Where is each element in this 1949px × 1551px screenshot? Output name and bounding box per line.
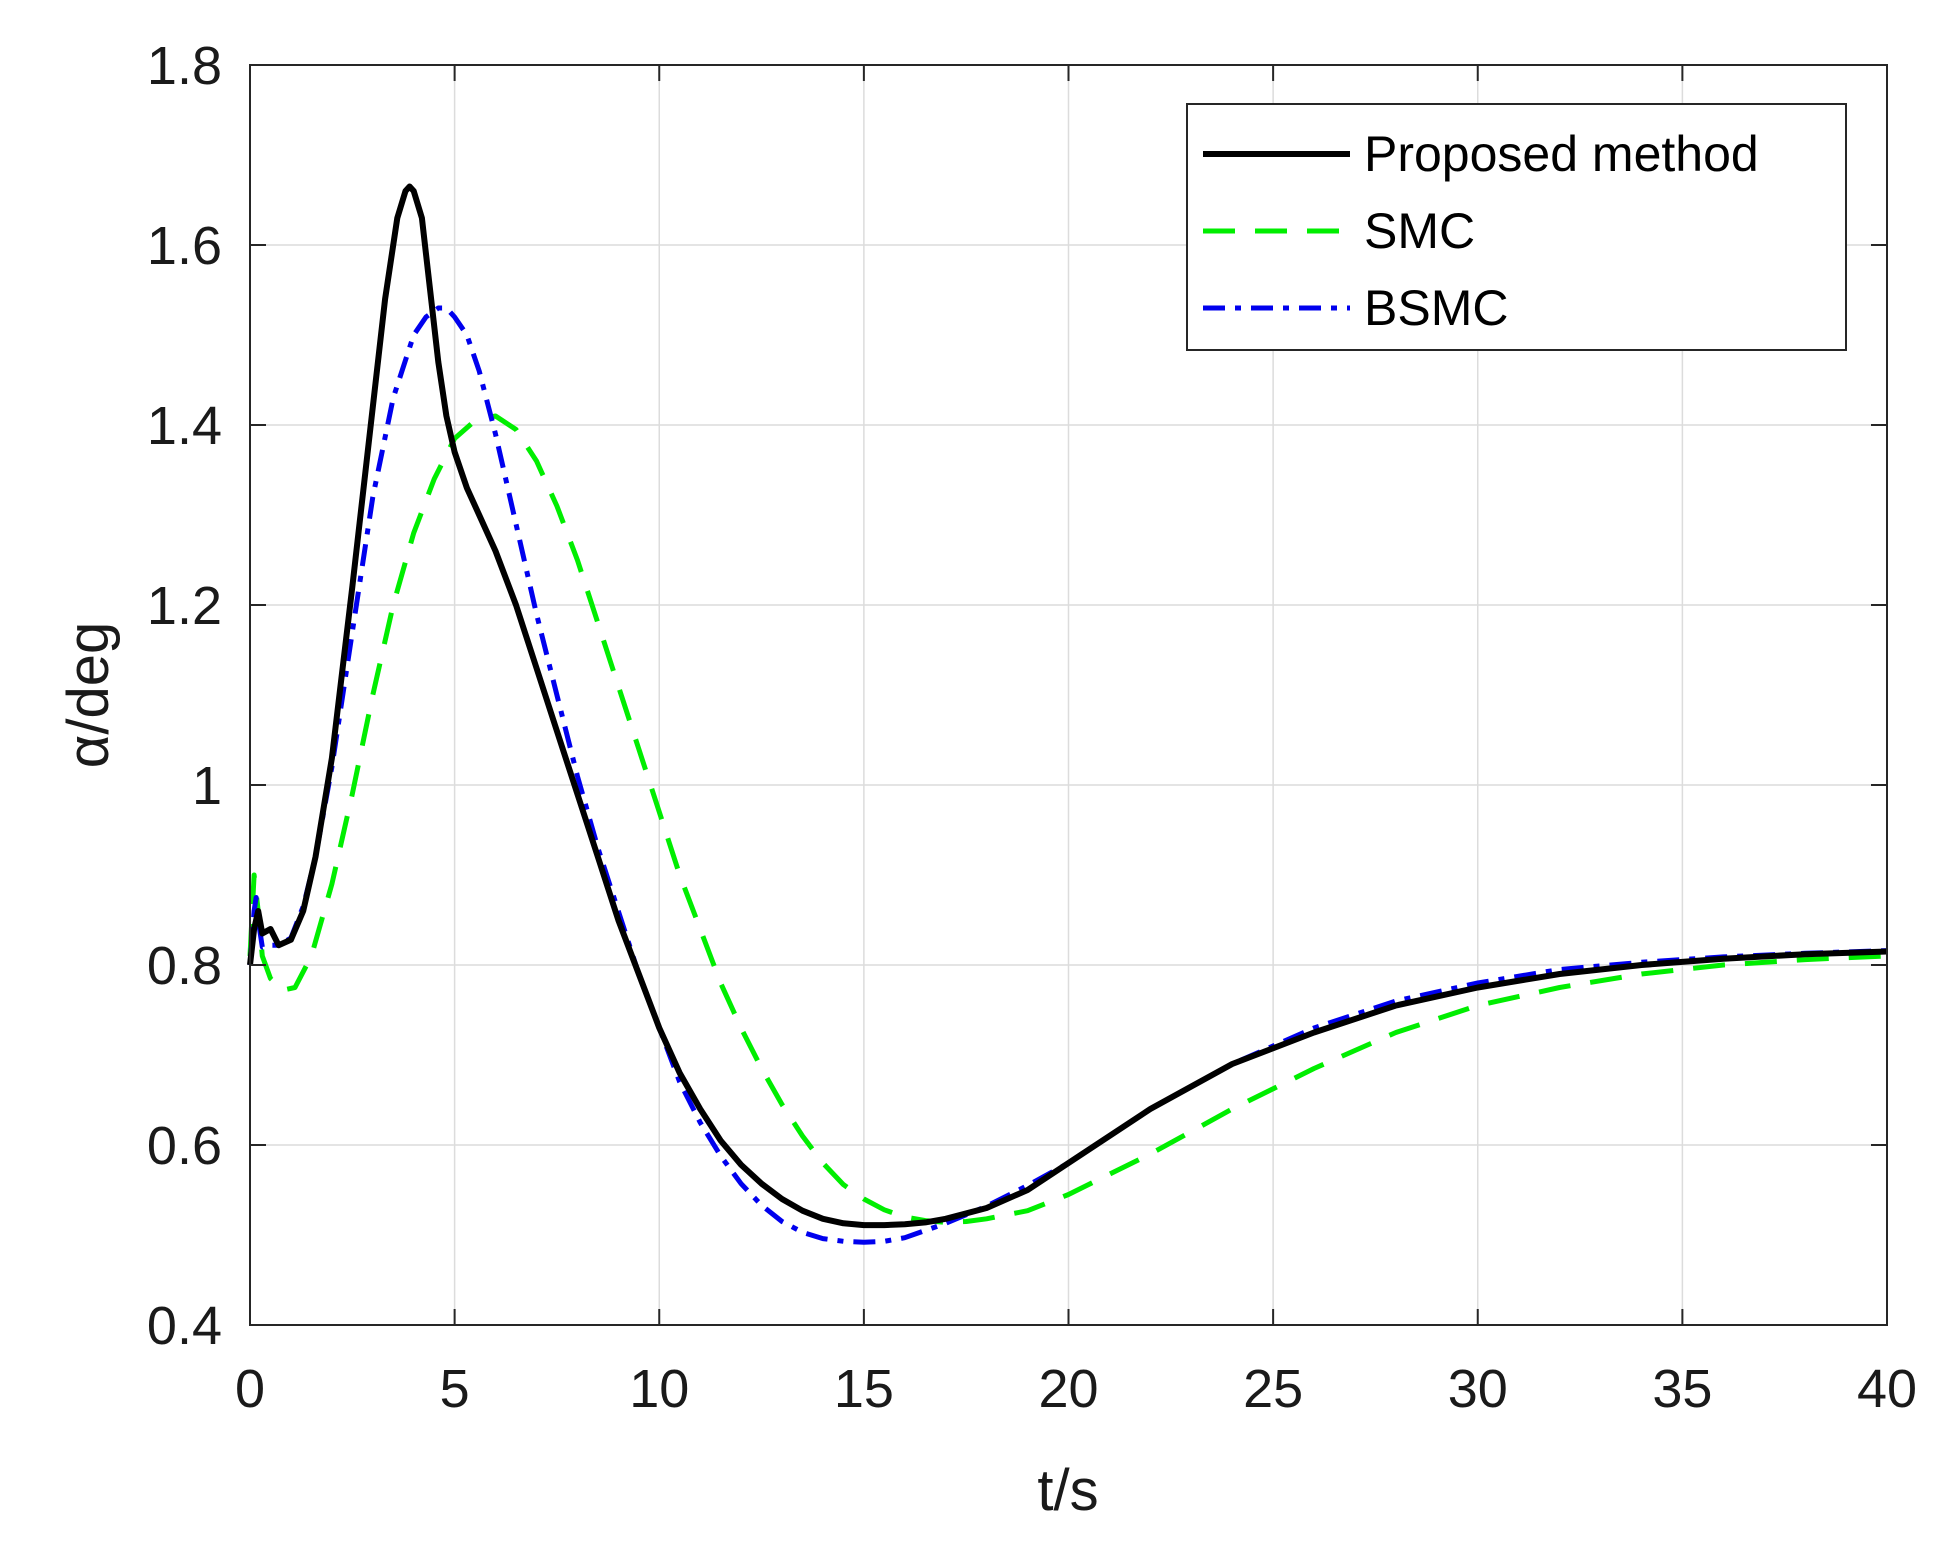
x-tick-label: 15 — [834, 1359, 894, 1419]
x-tick-label: 25 — [1243, 1359, 1303, 1419]
series-layer — [247, 183, 1888, 1245]
x-tick-label: 5 — [440, 1359, 470, 1419]
y-tick-label: 0.4 — [147, 1296, 222, 1356]
series-line-proposed-method — [247, 183, 1888, 1229]
x-tick-label: 20 — [1038, 1359, 1098, 1419]
y-axis-label: α/deg — [56, 622, 121, 768]
x-tick-label: 30 — [1448, 1359, 1508, 1419]
y-tick-label: 1.6 — [147, 216, 222, 276]
x-axis-label: t/s — [1037, 1458, 1098, 1523]
tick-marks — [249, 64, 1888, 1326]
series-line-smc — [247, 413, 1888, 1225]
y-tick-label: 1.8 — [147, 36, 222, 96]
y-tick-label: 1.4 — [147, 396, 222, 456]
y-tick-label: 1.2 — [147, 576, 222, 636]
x-tick-label: 35 — [1652, 1359, 1712, 1419]
legend-label-bsmc: BSMC — [1364, 280, 1508, 336]
legend: Proposed method SMC BSMC — [1186, 103, 1847, 351]
y-tick-label: 0.6 — [147, 1116, 222, 1176]
tick-labels: 0 5 10 15 20 25 30 35 40 0.4 0.6 0.8 1 1.2 1.4 1.6 1.8 — [147, 36, 1917, 1419]
x-tick-label: 10 — [629, 1359, 689, 1419]
legend-label-proposed-method: Proposed method — [1364, 126, 1759, 182]
legend-box — [1186, 103, 1847, 351]
y-tick-label: 1 — [192, 756, 222, 816]
legend-label-smc: SMC — [1364, 203, 1475, 259]
x-tick-label: 0 — [235, 1359, 265, 1419]
y-tick-label: 0.8 — [147, 936, 222, 996]
x-tick-label: 40 — [1857, 1359, 1917, 1419]
